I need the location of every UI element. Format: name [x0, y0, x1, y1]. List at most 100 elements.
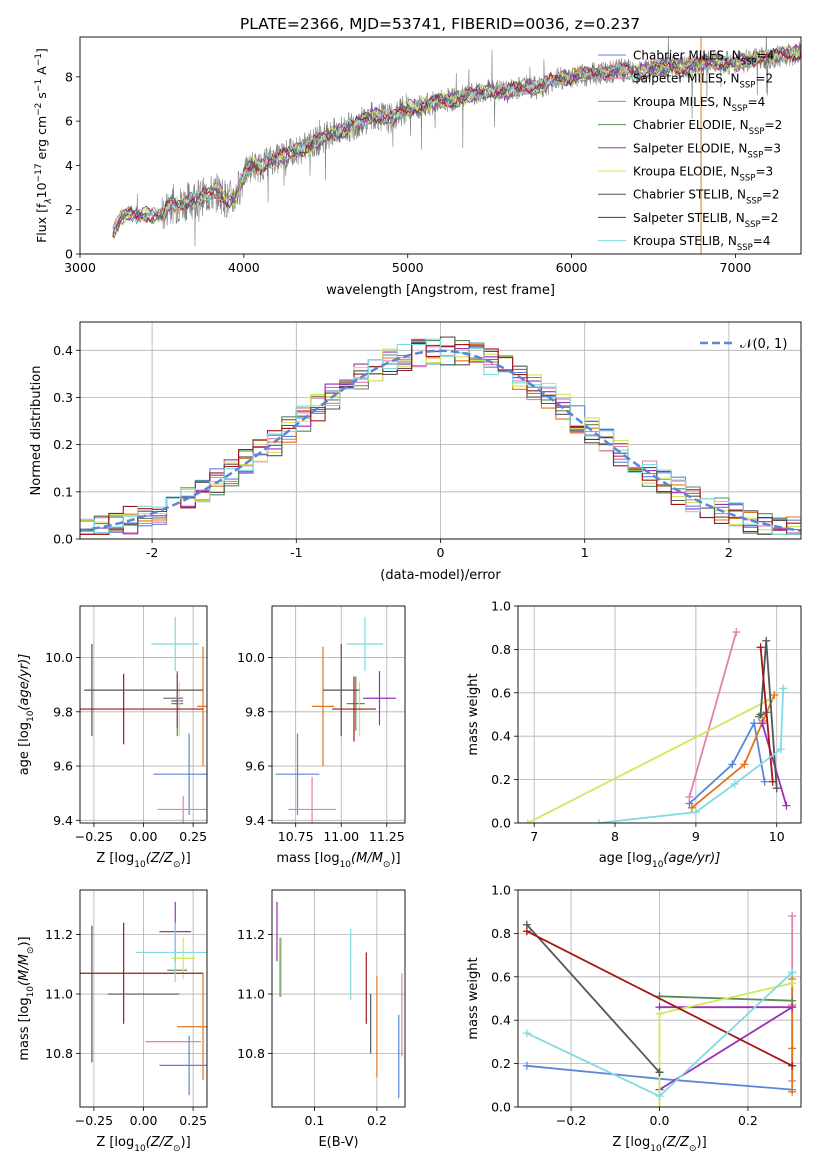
y-tick-label: 4: [65, 158, 73, 173]
weight-marker-chabrier_stelib: [655, 1068, 664, 1077]
normal-curve: [80, 349, 801, 532]
weight-marker-kroupa_miles: [788, 1044, 797, 1053]
x-tick-label: 6000: [556, 260, 588, 275]
y-tick-label: 10.0: [237, 650, 265, 665]
histogram-kroupa_stelib: [80, 338, 801, 535]
x-tick-label: 0.1: [305, 1113, 325, 1128]
weight-marker-kroupa_elodie: [788, 979, 797, 988]
y-tick-label: 11.0: [45, 987, 73, 1002]
weight-line-salpeter_stelib: [759, 647, 774, 782]
x-axis-label: mass [log10(M/M⊙)]: [276, 851, 400, 870]
plot-area: [522, 912, 797, 1107]
weight-marker-kroupa_miles: [740, 760, 749, 769]
weight-marker-salpeter_stelib: [756, 643, 765, 652]
legend-normal-label: 𝒩(0, 1): [740, 337, 787, 352]
weight-marker-kroupa_stelib: [779, 684, 788, 693]
weight-marker-salpeter_elodie: [758, 719, 767, 728]
weight-marker-chabrier_miles: [522, 1061, 531, 1070]
axes-age_vs_Z: −0.25 0.00 0.25 9.4 9.6 9.8 10.0 Z [log10(Z/Z⊙)…: [17, 605, 208, 870]
y-tick-label: 0.0: [53, 532, 73, 547]
x-axis-label: Z [log10(Z/Z⊙)]: [96, 1135, 190, 1154]
weight-marker-kroupa_elodie: [655, 1009, 664, 1018]
weight-marker-kroupa_stelib: [522, 1029, 531, 1038]
y-tick-label: 0.6: [491, 685, 511, 700]
y-tick-label: 9.8: [53, 704, 73, 719]
x-tick-label: 8: [611, 829, 619, 844]
axes-mass_vs_ebv: 0.1 0.2 10.8 11.0 11.2 E(B-V): [237, 889, 406, 1150]
y-tick-label: 1.0: [491, 883, 511, 898]
y-tick-label: 11.2: [237, 927, 265, 942]
legend-label-kroupa_stelib: Kroupa STELIB, NSSP=4: [633, 234, 771, 253]
x-tick-label: 0.2: [738, 1113, 758, 1128]
y-tick-label: 6: [65, 114, 73, 129]
weight-marker-chabrier_miles: [760, 777, 769, 786]
axes-frame: [271, 889, 406, 1108]
y-tick-label: 8: [65, 69, 73, 84]
x-tick-label: −0.25: [75, 1113, 113, 1128]
weight-marker-kroupa_miles: [770, 690, 779, 699]
y-tick-label: 11.0: [237, 987, 265, 1002]
axes-frame: [79, 605, 208, 824]
y-tick-label: 0.3: [53, 390, 73, 405]
x-tick-label: 7000: [720, 260, 752, 275]
y-tick-label: 2: [65, 202, 73, 217]
spectrum-legend: Chabrier MILES, NSSP=4 Salpeter MILES, NS…: [598, 49, 782, 253]
axes-frame: [79, 36, 802, 255]
y-tick-label: 0: [65, 247, 73, 262]
y-tick-label: 0.8: [491, 642, 511, 657]
y-tick-label: 0.4: [53, 343, 73, 358]
x-axis-label: Z [log10(Z/Z⊙)]: [96, 851, 190, 870]
x-axis-label: (data-model)/error: [380, 568, 501, 583]
x-axis-label: E(B-V): [318, 1135, 358, 1150]
legend-label-chabrier_stelib: Chabrier STELIB, NSSP=2: [633, 188, 780, 207]
axes-weight_vs_Z: −0.2 0.0 0.2 0.0 0.2 0.4 0.6 0.8 1.0 Z [log10(Z/Z…: [466, 883, 802, 1154]
y-tick-label: 9.6: [53, 759, 73, 774]
plot-area: [276, 901, 403, 1099]
y-tick-label: 0.0: [491, 816, 511, 831]
x-tick-label: 11.00: [323, 829, 359, 844]
y-tick-label: 0.8: [491, 926, 511, 941]
x-tick-label: 0.0: [650, 1113, 670, 1128]
weight-marker-salpeter_stelib: [788, 1061, 797, 1070]
axes-residuals: -2 -1 0 1 2 0.0 0.1 0.2 0.3 0.4 𝒩(0, 1) (data-model…: [29, 321, 802, 583]
x-tick-label: 0.00: [130, 1113, 158, 1128]
x-tick-label: 11.25: [369, 829, 405, 844]
weight-marker-chabrier_miles: [728, 760, 737, 769]
x-axis-label: age [log10(age/yr)]: [599, 851, 721, 870]
y-tick-label: 0.4: [491, 729, 511, 744]
legend-label-salpeter_stelib: Salpeter STELIB, NSSP=2: [633, 211, 778, 230]
plot-area: [112, 37, 801, 254]
weight-line-chabrier_stelib: [526, 924, 661, 1073]
legend-label-salpeter_elodie: Salpeter ELODIE, NSSP=3: [633, 141, 781, 160]
weight-marker-chabrier_miles: [750, 719, 759, 728]
x-tick-label: 0.00: [130, 829, 158, 844]
figure-title: PLATE=2366, MJD=53741, FIBERID=0036, z=0…: [240, 15, 640, 33]
weight-marker-salpeter_miles: [732, 628, 741, 637]
x-tick-label: 7: [530, 829, 538, 844]
x-tick-label: −0.25: [75, 829, 113, 844]
x-tick-label: -2: [146, 545, 158, 560]
axes-spectrum: 3000 4000 5000 6000 7000 0 2 4 6 8 wavelength [Ang…: [34, 36, 802, 298]
legend-label-salpeter_miles: Salpeter MILES, NSSP=2: [633, 72, 773, 91]
y-tick-label: 0.4: [491, 1013, 511, 1028]
weight-marker-kroupa_stelib: [788, 968, 797, 977]
x-tick-label: 2: [725, 545, 733, 560]
weight-marker-chabrier_stelib: [762, 636, 771, 645]
weight-marker-kroupa_stelib: [594, 819, 603, 823]
x-tick-label: −0.2: [556, 1113, 586, 1128]
plot-area: [80, 616, 207, 823]
x-tick-label: 9: [692, 829, 700, 844]
y-tick-label: 9.8: [245, 704, 265, 719]
y-tick-label: 10.0: [45, 650, 73, 665]
weight-line-kroupa_miles: [691, 694, 776, 809]
plot-area: [80, 901, 207, 1096]
legend-label-kroupa_miles: Kroupa MILES, NSSP=4: [633, 95, 765, 114]
weight-marker-kroupa_elodie: [523, 819, 532, 823]
weight-line-chabrier_miles: [688, 720, 766, 805]
x-tick-label: 0.2: [367, 1113, 387, 1128]
axes-mass_vs_Z: −0.25 0.00 0.25 10.8 11.0 11.2 Z [log10(Z/Z⊙)]…: [17, 889, 208, 1154]
y-tick-label: 1.0: [491, 599, 511, 614]
weight-line-salpeter_miles: [688, 631, 738, 798]
y-tick-label: 0.1: [53, 484, 73, 499]
x-tick-label: 0.25: [179, 1113, 207, 1128]
